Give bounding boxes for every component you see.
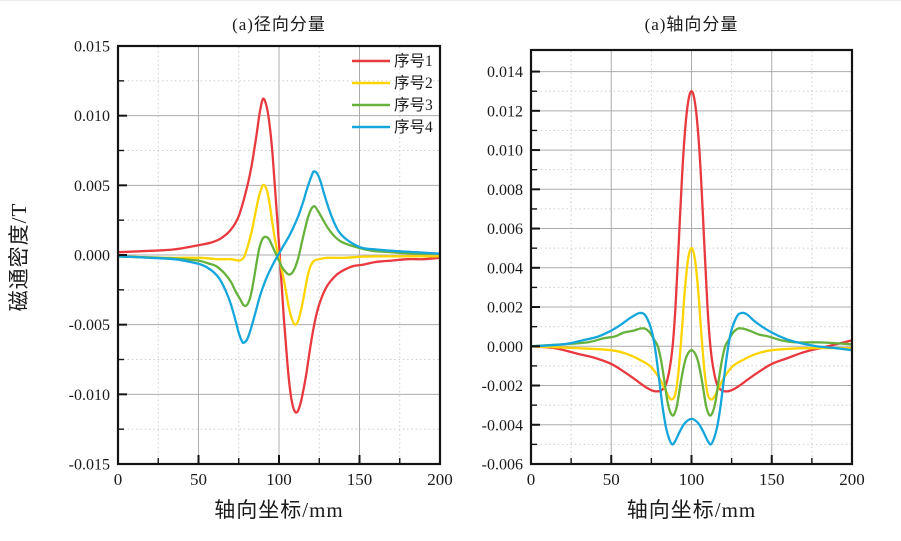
right-x-axis-label: 轴向坐标/mm	[626, 498, 757, 522]
series-line-3	[531, 327, 852, 417]
y-tick-label: 0.006	[487, 221, 523, 238]
left-chart-title: (a)径向分量	[232, 15, 326, 34]
legend-label: 序号2	[394, 74, 433, 92]
x-tick-label: 150	[759, 470, 785, 489]
series-line-3	[118, 205, 440, 308]
legend: 序号1 序号2 序号3 序号4	[352, 52, 433, 136]
series-line-2	[531, 247, 852, 401]
legend-label: 序号4	[394, 118, 433, 136]
tick-labels: -0.006 -0.004 -0.002 0.000 0.002 0.004 0.006 0.…	[482, 64, 865, 489]
legend-label: 序号3	[394, 96, 433, 114]
x-tick-label: 50	[190, 470, 207, 489]
series-line-1	[531, 90, 852, 393]
y-tick-label: -0.006	[482, 457, 523, 474]
plot-frame	[116, 44, 442, 466]
chart-radial: -0.015 -0.010 -0.005 0.000 0.005 0.010 0.015 0 5…	[69, 39, 453, 490]
chart-axial: -0.006 -0.004 -0.002 0.000 0.002 0.004 0.006 0.…	[482, 48, 865, 489]
y-tick-label: 0.002	[487, 300, 523, 317]
y-tick-label: 0.000	[487, 339, 523, 356]
series-line-1	[118, 97, 440, 414]
tick-labels: -0.015 -0.010 -0.005 0.000 0.005 0.010 0.015 0 5…	[69, 39, 453, 490]
y-tick-label: -0.002	[482, 378, 523, 395]
right-chart-title: (a)轴向分量	[644, 15, 739, 34]
x-tick-label: 100	[266, 470, 292, 489]
y-tick-label: 0.008	[487, 182, 523, 199]
plot-frame	[529, 48, 854, 466]
y-axis-label: 磁通密度/T	[7, 202, 31, 312]
x-tick-label: 0	[114, 470, 123, 489]
series-line-2	[118, 183, 440, 326]
y-tick-label: -0.010	[69, 387, 110, 404]
y-tick-label: -0.004	[482, 417, 523, 434]
y-tick-label: 0.010	[487, 143, 523, 160]
x-tick-label: 50	[603, 470, 620, 489]
y-tick-label: 0.005	[74, 178, 110, 195]
ticks	[530, 70, 853, 465]
left-x-axis-label: 轴向坐标/mm	[214, 498, 344, 522]
y-tick-label: 0.012	[487, 103, 523, 120]
x-tick-label: 200	[427, 470, 453, 489]
x-tick-label: 0	[527, 470, 536, 489]
series-line-4	[531, 311, 852, 446]
x-tick-label: 150	[347, 470, 373, 489]
y-tick-label: 0.014	[487, 64, 523, 81]
series-group	[531, 90, 852, 446]
y-tick-label: 0.010	[74, 108, 110, 125]
x-tick-label: 100	[679, 470, 705, 489]
y-tick-label: 0.015	[74, 39, 110, 56]
y-tick-label: -0.015	[69, 457, 110, 474]
series-group	[118, 97, 440, 414]
y-tick-label: 0.004	[487, 260, 523, 277]
legend-label: 序号1	[394, 52, 433, 70]
x-tick-label: 200	[839, 470, 865, 489]
y-tick-label: 0.000	[74, 248, 110, 265]
major-grid	[532, 51, 851, 463]
ticks	[117, 45, 441, 465]
series-line-4	[118, 170, 440, 345]
major-grid	[119, 47, 439, 463]
y-tick-label: -0.005	[69, 317, 110, 334]
